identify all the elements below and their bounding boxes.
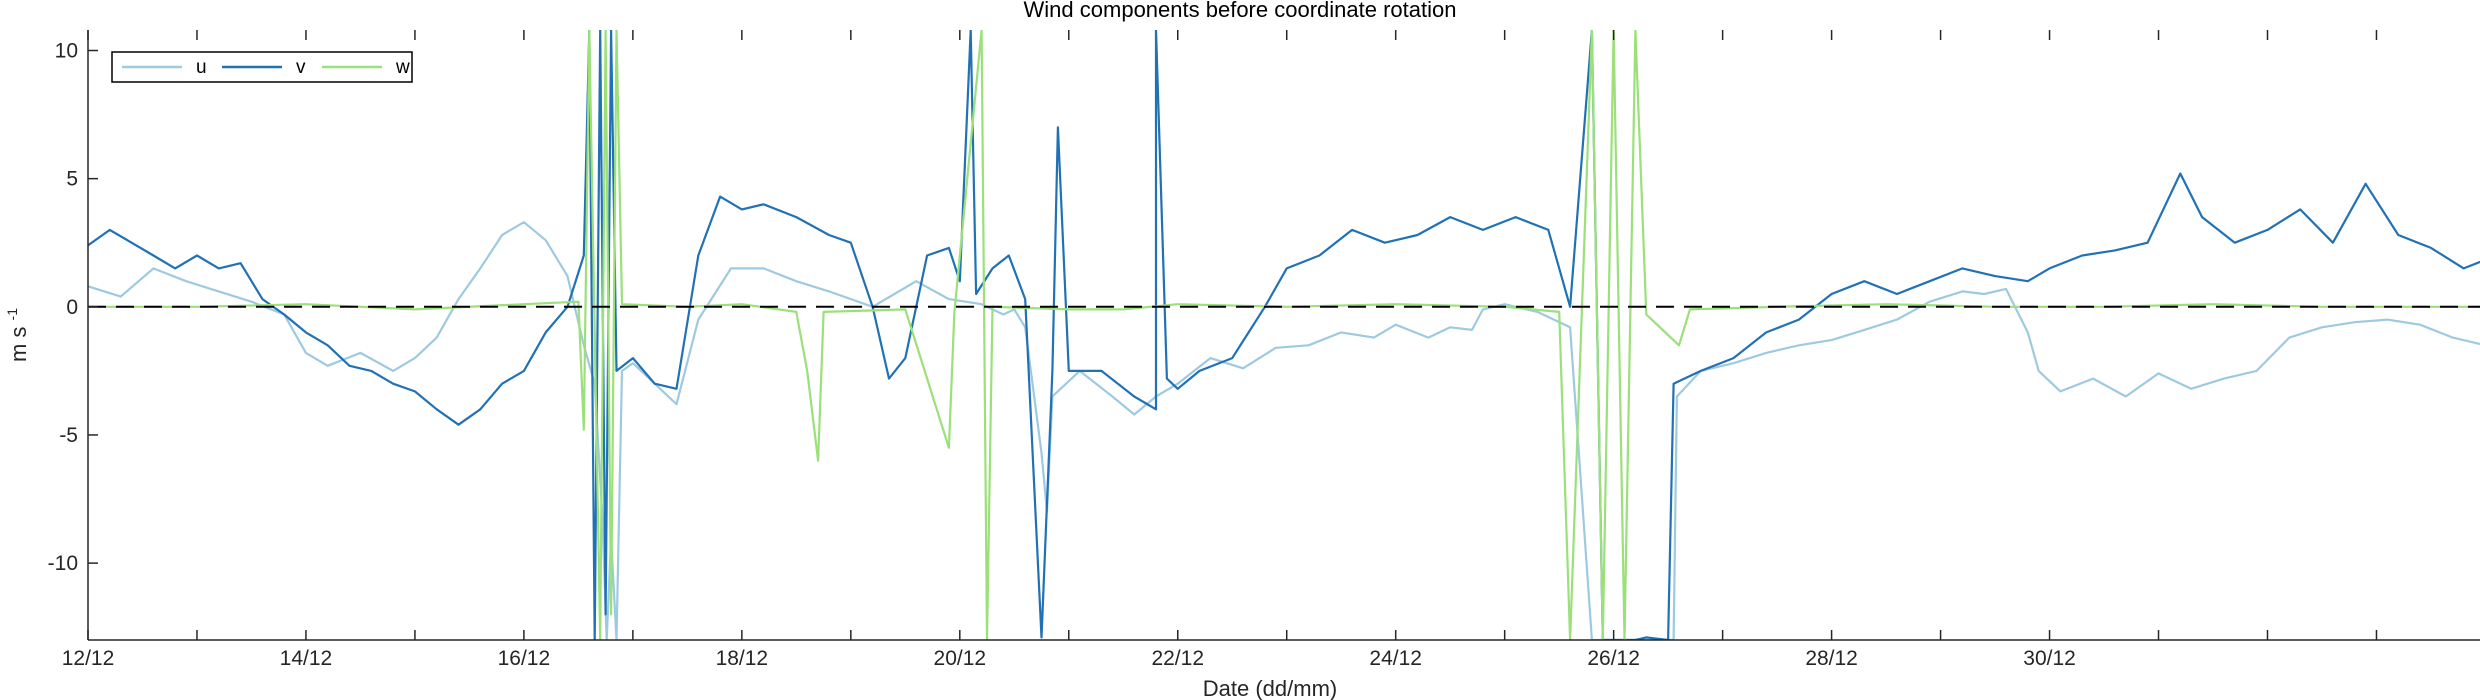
legend-label-v: v (296, 57, 306, 78)
series-line-w (88, 30, 2480, 640)
x-tick-label: 16/12 (498, 647, 551, 670)
y-tick-label: -5 (59, 424, 78, 447)
x-tick-label: 28/12 (1805, 647, 1858, 670)
y-tick-label: -10 (48, 552, 78, 575)
x-tick-label: 12/12 (62, 647, 115, 670)
y-axis-title-exponent: -1 (4, 308, 20, 321)
x-tick-label: 18/12 (716, 647, 769, 670)
x-tick-label: 22/12 (1151, 647, 1204, 670)
x-tick-label: 24/12 (1369, 647, 1422, 670)
x-axis-title: Date (dd/mm) (1203, 676, 1337, 700)
y-tick-label: 0 (66, 296, 78, 319)
chart-title: Wind components before coordinate rotati… (1024, 0, 1457, 22)
series-line-u (88, 221, 2480, 640)
legend-label-w: w (395, 57, 410, 78)
x-tick-label: 30/12 (2023, 647, 2076, 670)
x-tick-label: 26/12 (1587, 647, 1640, 670)
series-line-v (88, 30, 2480, 640)
series-layer (88, 30, 2480, 640)
y-tick-label: 5 (66, 168, 78, 191)
y-axis-title-group: m s -1 (4, 308, 31, 362)
x-tick-label: 20/12 (934, 647, 987, 670)
y-axis-title-unit: m s (6, 327, 31, 362)
legend-label-u: u (196, 57, 207, 78)
y-axis-title: m s -1 (4, 308, 31, 362)
y-tick-label: 10 (55, 40, 78, 63)
x-tick-label: 14/12 (280, 647, 333, 670)
legend: u v w (111, 51, 413, 83)
axes-layer: 12/12 14/12 16/12 18/12 20/12 22/12 24/12 26/12… (48, 30, 2480, 670)
